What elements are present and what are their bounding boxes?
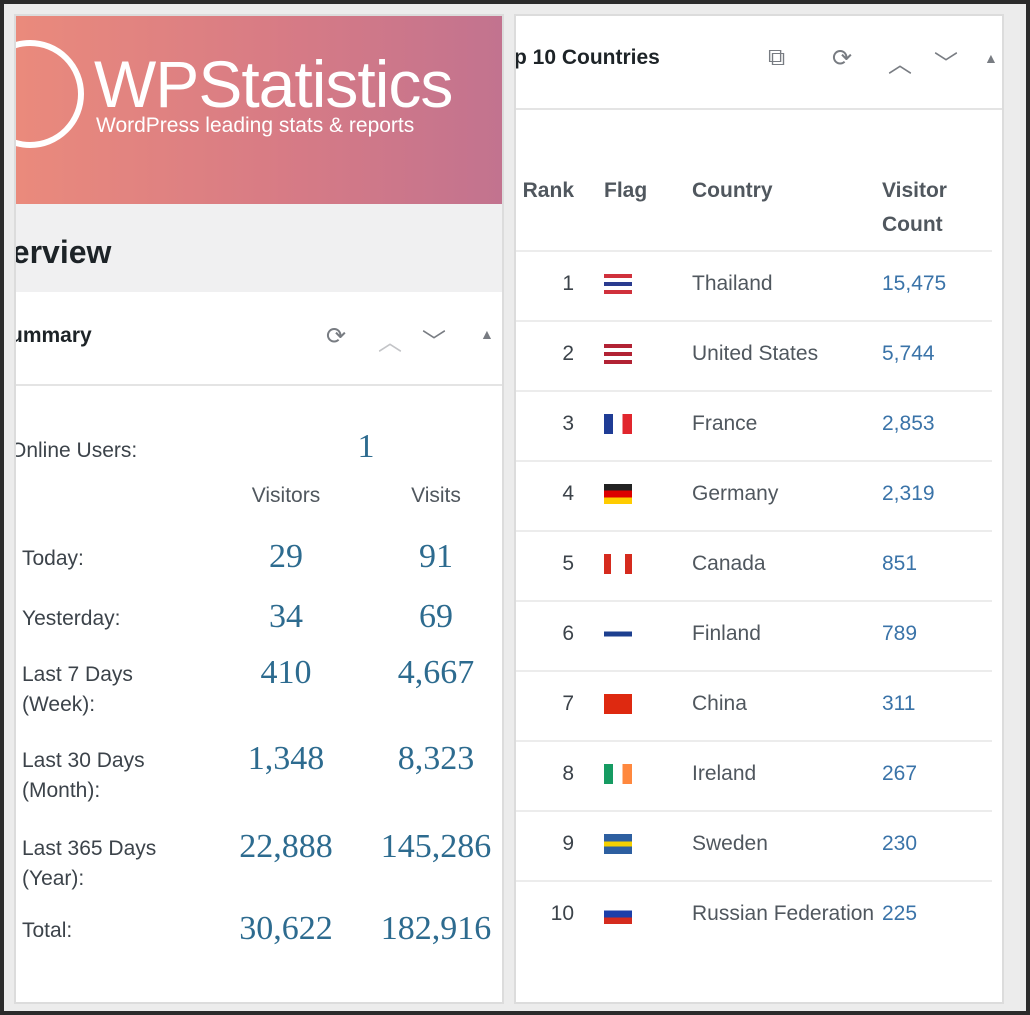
online-users-value[interactable]: 1 [357,428,375,465]
summary-visits-value[interactable]: 69 [419,598,453,635]
countries-table: Rank Flag Country Visitor Count 1 Thaila… [516,166,992,950]
rank-cell: 8 [516,740,604,811]
visitor-count-link[interactable]: 2,853 [882,390,992,461]
summary-visitors-value[interactable]: 34 [269,598,303,635]
summary-visits-value[interactable]: 91 [419,538,453,575]
top-countries-panel: p 10 Countries ⧉ ⟳ ︿ ﹀ ▲ Rank Flag Count… [514,14,1004,1004]
country-flag-icon [604,484,632,504]
summary-visits-value[interactable]: 182,916 [380,910,492,947]
country-name: Russian Federation [692,880,882,950]
country-flag-icon [604,414,632,434]
flag-header: Flag [604,179,648,202]
country-name: United States [692,320,882,391]
country-flag-icon [604,624,632,644]
rank-header: Rank [522,179,574,202]
visitor-count-link[interactable]: 5,744 [882,320,992,391]
country-row: 6 Finland 789 [516,600,992,671]
visitor-count-link[interactable]: 267 [882,740,992,811]
country-row: 7 China 311 [516,670,992,741]
rank-cell: 6 [516,600,604,671]
refresh-icon[interactable]: ⟳ [326,323,347,350]
visitor-count-link[interactable]: 230 [882,810,992,881]
summary-row-label: Last 365 Days (Year): [22,837,157,890]
countries-header: p 10 Countries ⧉ ⟳ ︿ ﹀ ▲ [516,16,1002,110]
country-row: 10 Russian Federation 225 [516,880,992,950]
country-row: 4 Germany 2,319 [516,460,992,531]
countries-title: p 10 Countries [514,46,660,69]
refresh-icon[interactable]: ⟳ [832,45,853,72]
country-row: 5 Canada 851 [516,530,992,601]
country-flag-icon [604,554,632,574]
summary-visits-value[interactable]: 8,323 [397,740,475,777]
summary-row-label: Today: [22,547,84,570]
summary-visitors-value[interactable]: 1,348 [247,740,325,777]
visitor-count-link[interactable]: 2,319 [882,460,992,531]
visitor-count-header: Visitor Count [882,179,947,236]
rank-cell: 4 [516,460,604,531]
visitor-count-link[interactable]: 311 [882,670,992,741]
summary-visitors-value[interactable]: 22,888 [239,828,333,865]
country-flag-icon [604,694,632,714]
logo-title: WPStatistics [94,47,453,121]
country-row: 3 France 2,853 [516,390,992,461]
country-name: France [692,390,882,461]
rank-cell: 10 [516,880,604,950]
summary-row-label: Total: [22,919,73,942]
country-name: Finland [692,600,882,671]
country-name: China [692,670,882,741]
summary-visitors-value[interactable]: 30,622 [239,910,333,947]
move-down-icon[interactable]: ﹀ [422,329,446,356]
country-row: 9 Sweden 230 [516,810,992,881]
country-row: 2 United States 5,744 [516,320,992,391]
country-flag-icon [604,834,632,854]
rank-cell: 7 [516,670,604,741]
country-row: 8 Ireland 267 [516,740,992,811]
summary-row-label: Last 30 Days (Month): [22,749,145,802]
summary-header: ummary ⟳ ︿ ﹀ ▲ [16,292,502,386]
visitor-count-link[interactable]: 225 [882,880,992,950]
move-up-icon[interactable]: ︿ [888,51,912,78]
summary-visits-value[interactable]: 145,286 [380,828,492,865]
country-name: Ireland [692,740,882,811]
visitor-count-link[interactable]: 789 [882,600,992,671]
visits-column-header: Visits [411,484,461,507]
rank-cell: 2 [516,320,604,391]
country-flag-icon [604,344,632,364]
rank-cell: 9 [516,810,604,881]
visitor-count-link[interactable]: 851 [882,530,992,601]
logo-chart-icon [16,40,84,148]
logo-subtitle: WordPress leading stats & reports [96,114,415,137]
country-name: Canada [692,530,882,601]
wp-statistics-banner: WPStatistics WordPress leading stats & r… [16,16,502,204]
summary-title: ummary [14,324,92,347]
summary-visitors-value[interactable]: 410 [260,654,312,691]
collapse-toggle-icon[interactable]: ▲ [984,50,998,66]
country-row: 1 Thailand 15,475 [516,250,992,321]
summary-row-label: Last 7 Days (Week): [22,663,133,716]
rank-cell: 3 [516,390,604,461]
online-users-label: Online Users: [14,439,138,462]
overview-panel: WPStatistics WordPress leading stats & r… [14,14,504,1004]
country-name: Sweden [692,810,882,881]
summary-visits-value[interactable]: 4,667 [397,654,475,691]
visitor-count-link[interactable]: 15,475 [882,250,992,321]
move-down-icon[interactable]: ﹀ [934,51,958,78]
rank-cell: 5 [516,530,604,601]
visitors-column-header: Visitors [251,484,321,507]
summary-visitors-value[interactable]: 29 [269,538,303,575]
summary-widget: ummary ⟳ ︿ ﹀ ▲ Online Users: 1 Visitors … [14,292,502,1002]
country-flag-icon [604,764,632,784]
collapse-toggle-icon[interactable]: ▲ [480,326,494,342]
page-title: verview [14,234,112,270]
country-flag-icon [604,904,632,924]
country-header: Country [692,179,773,202]
rank-cell: 1 [516,250,604,321]
country-name: Thailand [692,250,882,321]
country-name: Germany [692,460,882,531]
summary-row-label: Yesterday: [22,607,121,630]
move-up-icon[interactable]: ︿ [378,329,402,356]
external-link-icon[interactable]: ⧉ [768,44,786,71]
country-flag-icon [604,274,632,294]
